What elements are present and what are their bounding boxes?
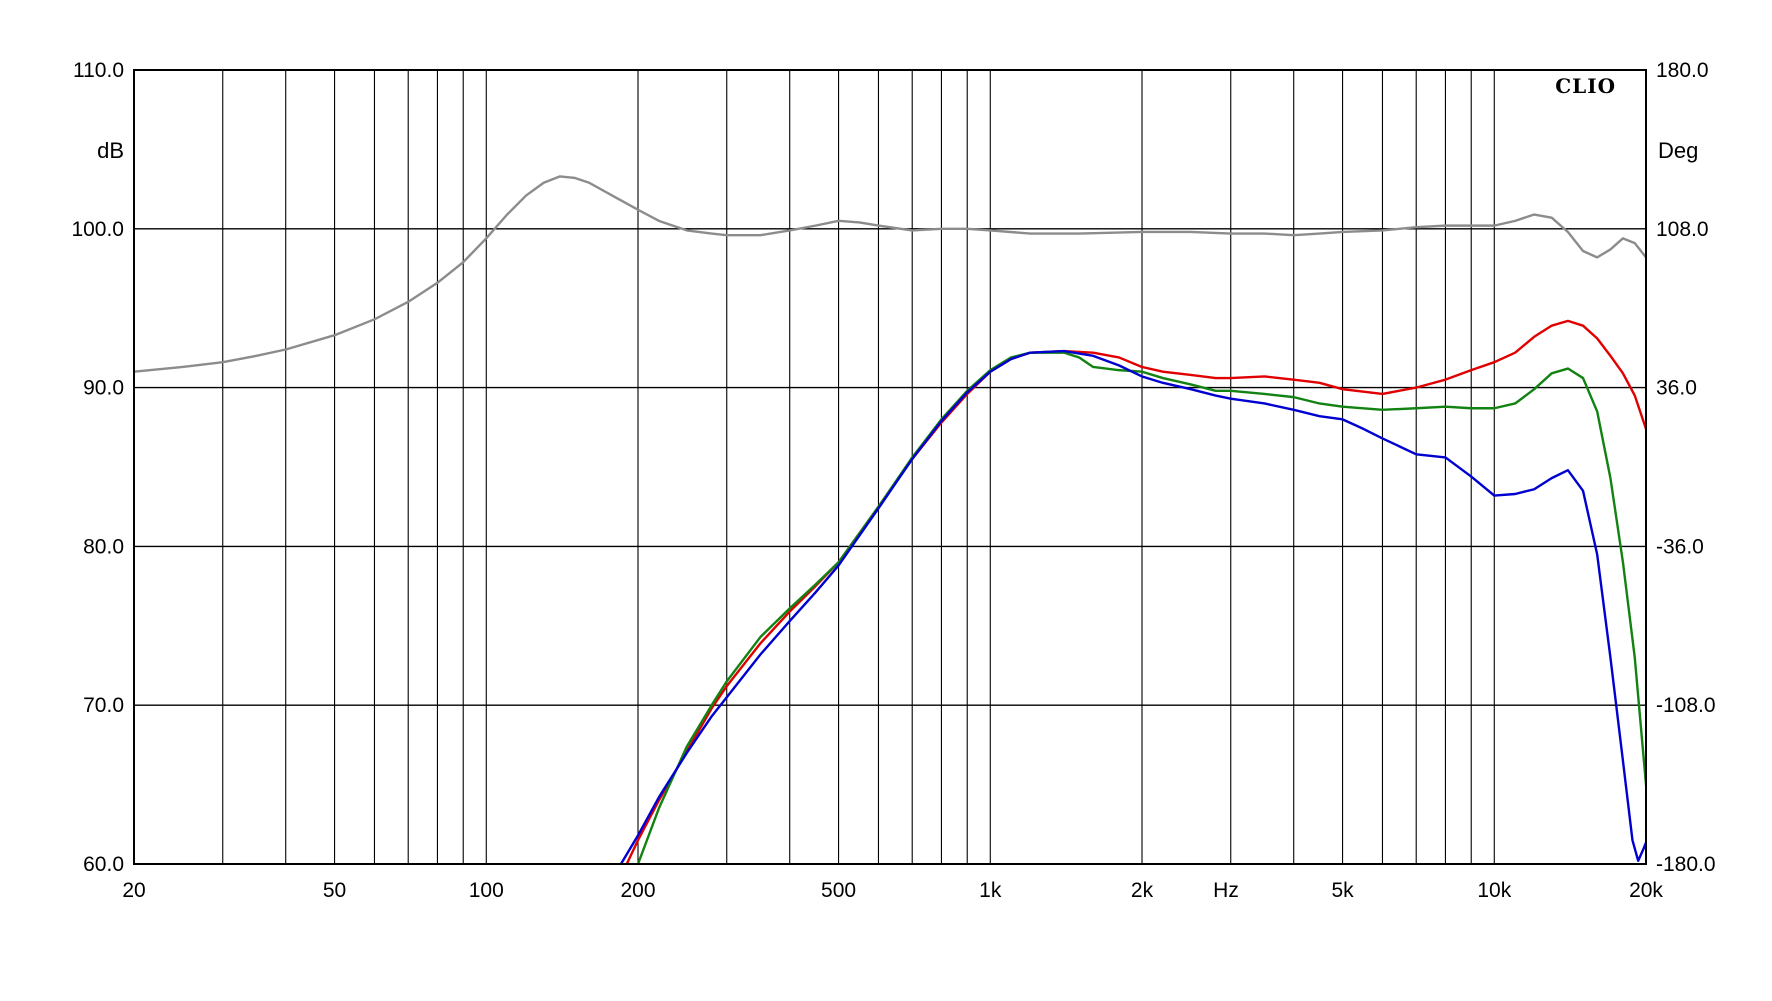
x-tick-label-2k: 2k: [1131, 879, 1154, 902]
x-tick-label-5k: 5k: [1331, 879, 1354, 902]
x-tick-label-200: 200: [620, 879, 655, 902]
x-tick-label-10k: 10k: [1477, 879, 1511, 902]
y2-tick-label-36.0: 36.0: [1656, 377, 1697, 400]
y-tick-label-110.0: 110.0: [73, 59, 124, 82]
x-tick-label-20k: 20k: [1629, 879, 1663, 902]
y-tick-label-60.0: 60.0: [83, 853, 124, 876]
y2-tick-label-180.0: 180.0: [1656, 59, 1709, 82]
x-tick-label-20: 20: [122, 879, 145, 902]
x-tick-label-1k: 1k: [979, 879, 1002, 902]
tick-labels: 20 50 100 200 500 1k 2k 5k 10k 20k 110.0 100.0 90.0 8…: [71, 59, 1715, 902]
left-unit-label: dB: [97, 138, 124, 163]
y-tick-label-70.0: 70.0: [83, 694, 124, 717]
series-line-gray: [134, 175, 1646, 373]
x-unit-label: Hz: [1213, 879, 1239, 902]
right-unit-label: Deg: [1658, 138, 1698, 163]
y2-tick-label--180.0: -180.0: [1656, 853, 1716, 876]
y2-tick-label--108.0: -108.0: [1656, 694, 1716, 717]
series-line-blue: [619, 349, 1646, 864]
y-tick-label-100.0: 100.0: [71, 218, 124, 241]
x-tick-label-50: 50: [323, 879, 346, 902]
series-line-red: [625, 319, 1646, 864]
y-tick-label-90.0: 90.0: [83, 377, 124, 400]
series-line-green: [636, 351, 1646, 864]
x-tick-label-100: 100: [469, 879, 504, 902]
curves: [134, 175, 1646, 864]
y2-tick-label-108.0: 108.0: [1656, 218, 1709, 241]
axis-labels: CLIO dB Deg Hz: [97, 74, 1698, 902]
y-tick-label-80.0: 80.0: [83, 535, 124, 558]
plot-frame: [133, 69, 1647, 865]
y2-tick-label--36.0: -36.0: [1656, 535, 1704, 558]
x-tick-label-500: 500: [821, 879, 856, 902]
brand-label: CLIO: [1555, 74, 1616, 98]
